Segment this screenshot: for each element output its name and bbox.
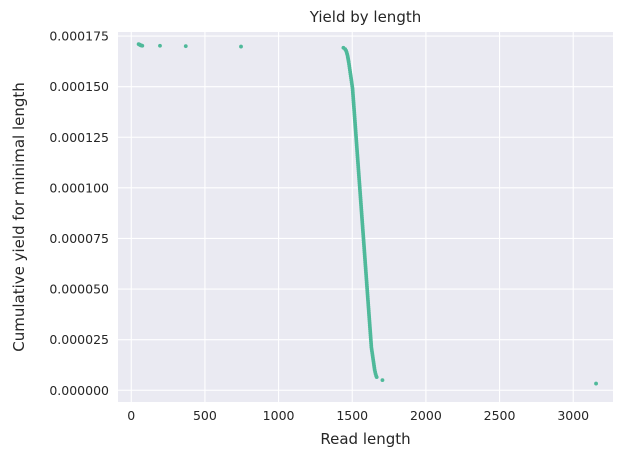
x-tick-label: 1500: [336, 408, 368, 423]
x-tick-label: 2000: [410, 408, 442, 423]
chart-title: Yield by length: [309, 8, 421, 26]
y-tick-label: 0.000175: [49, 29, 109, 44]
x-tick-label: 1000: [263, 408, 295, 423]
y-tick-label: 0.000025: [49, 332, 109, 347]
data-points: [136, 42, 598, 386]
data-point: [239, 44, 243, 49]
grid-lines: [118, 32, 613, 402]
y-tick-label: 0.000000: [49, 383, 109, 398]
data-point: [183, 44, 188, 49]
y-tick-label: 0.000050: [49, 282, 109, 297]
data-point: [374, 375, 379, 380]
data-point: [594, 381, 598, 386]
data-point: [158, 43, 162, 48]
y-tick-label: 0.000075: [49, 231, 109, 246]
y-tick-label: 0.000150: [49, 79, 109, 94]
y-tick-label: 0.000100: [49, 180, 109, 195]
plot-area: [118, 32, 613, 402]
x-tick-label: 2500: [484, 408, 516, 423]
x-tick-label: 3000: [557, 408, 589, 423]
x-axis-title: Read length: [320, 430, 410, 448]
x-tick-label: 0: [127, 408, 135, 423]
plot-background: [118, 32, 613, 402]
x-tick-label: 500: [193, 408, 217, 423]
y-tick-label: 0.000125: [49, 130, 109, 145]
x-axis-ticks: 0 500 1000 1500 2000 2500 3000: [127, 408, 589, 423]
y-axis-title: Cumulative yield for minimal length: [10, 82, 28, 352]
y-axis-ticks: 0.000000 0.000025 0.000050 0.000075 0.000100…: [49, 29, 109, 398]
data-point: [140, 43, 145, 48]
data-point: [380, 378, 385, 383]
